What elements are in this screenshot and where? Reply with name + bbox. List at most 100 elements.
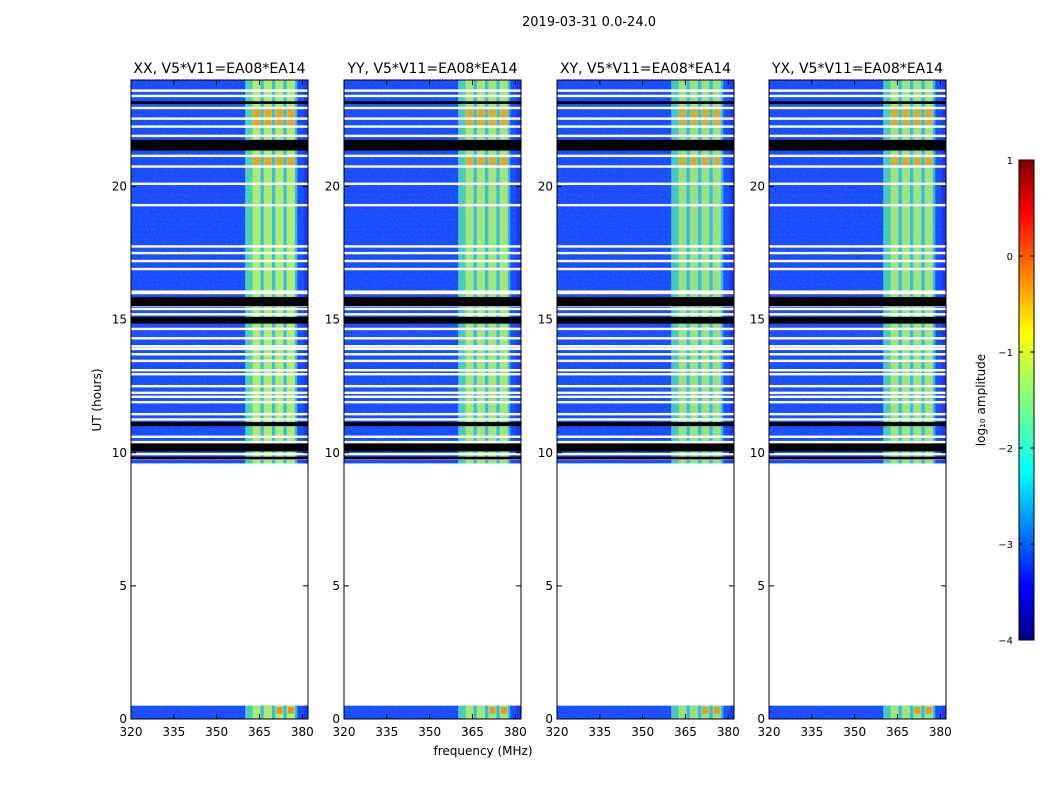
flagged-row — [131, 203, 308, 207]
rfi-gap — [898, 705, 902, 719]
y-tick-label: 5 — [119, 579, 127, 593]
hot-spot — [902, 157, 910, 166]
flagged-row — [344, 182, 521, 186]
flagged-row — [769, 94, 946, 98]
flagged-row — [557, 440, 734, 444]
flagged-row — [769, 345, 946, 348]
hot-spot — [690, 157, 698, 166]
rfi-channel — [712, 80, 721, 464]
panel-frame — [130, 79, 309, 720]
rfi-channel — [890, 80, 899, 464]
flagged-row — [131, 291, 308, 295]
y-tick-label: 0 — [545, 712, 553, 726]
rfi-channel — [701, 80, 710, 464]
rfi-gap — [921, 705, 924, 719]
flagged-row — [769, 452, 946, 456]
rfi-channel — [913, 80, 922, 464]
flagged-band — [131, 296, 308, 307]
flagged-row — [769, 165, 946, 168]
flagged-row — [557, 391, 734, 395]
hot-spot — [253, 157, 261, 166]
panel-4: YX, V5*V11=EA08*EA14 320 335 350 365 380 0 5 10 1… — [750, 61, 952, 739]
hot-spot — [913, 106, 921, 126]
x-tick-label: 380 — [717, 725, 740, 739]
flagged-row — [131, 154, 308, 158]
hot-spot — [488, 106, 496, 126]
rfi-gap — [272, 80, 275, 464]
flagged-band — [131, 101, 308, 104]
hot-spot — [488, 157, 496, 166]
hot-spot — [489, 707, 496, 714]
flagged-row — [769, 134, 946, 138]
x-tick-label: 335 — [375, 725, 398, 739]
flagged-row — [131, 290, 308, 293]
x-tick-label: 335 — [800, 725, 823, 739]
flagged-row — [344, 291, 521, 295]
flagged-row — [769, 369, 946, 372]
flagged-row — [769, 440, 946, 444]
panel-frame — [768, 79, 947, 720]
flagged-row — [131, 353, 308, 356]
hot-spot — [702, 707, 709, 714]
rfi-channel — [264, 80, 273, 464]
rfi-channel — [477, 705, 486, 719]
x-tick-label: 335 — [588, 725, 611, 739]
flagged-row — [131, 182, 308, 186]
flagged-band — [131, 456, 308, 460]
flagged-row — [769, 203, 946, 207]
flagged-row — [344, 251, 521, 255]
x-tick-label: 350 — [631, 725, 654, 739]
panel-frame — [556, 79, 735, 720]
hot-spot — [500, 707, 507, 714]
flagged-row — [131, 125, 308, 128]
rfi-channel — [465, 80, 474, 464]
flagged-row — [344, 412, 521, 416]
rfi-gap — [686, 80, 690, 464]
rfi-gap — [686, 705, 690, 719]
y-tick-label: 5 — [332, 579, 340, 593]
hot-spot — [891, 157, 899, 166]
flagged-row — [557, 182, 734, 186]
edge-band — [303, 80, 308, 464]
rfi-channel — [275, 80, 284, 464]
panel-title: YY, V5*V11=EA08*EA14 — [346, 61, 517, 77]
x-tick-label: 365 — [674, 725, 697, 739]
hot-spot — [679, 106, 687, 126]
hot-spot — [925, 157, 933, 166]
flagged-row — [769, 435, 946, 438]
flagged-row — [557, 154, 734, 158]
rfi-gap — [910, 705, 913, 719]
flagged-row — [131, 106, 308, 110]
flagged-row — [131, 391, 308, 395]
panel-body — [131, 80, 308, 719]
hot-spot — [500, 157, 508, 166]
edge-band — [516, 80, 521, 464]
hot-spot — [466, 157, 474, 166]
flagged-row — [557, 435, 734, 438]
flagged-row — [557, 313, 734, 316]
flagged-row — [557, 395, 734, 399]
flagged-row — [769, 182, 946, 186]
y-tick-label: 10 — [750, 446, 765, 460]
rfi-channel — [477, 80, 486, 464]
flagged-row — [344, 94, 521, 98]
flagged-row — [557, 245, 734, 248]
flagged-row — [557, 89, 734, 92]
hot-spot — [287, 106, 295, 126]
flagged-row — [131, 251, 308, 255]
rfi-channel — [488, 80, 497, 464]
hot-spot — [902, 106, 910, 126]
flagged-row — [344, 440, 521, 444]
flagged-row — [769, 373, 946, 376]
edge-band — [941, 80, 946, 464]
rfi-channel — [252, 80, 261, 464]
flagged-row — [769, 89, 946, 92]
rfi-gap — [294, 705, 298, 719]
flagged-row — [344, 290, 521, 293]
rfi-gap — [485, 705, 488, 719]
flagged-row — [557, 106, 734, 110]
rfi-gap — [283, 705, 286, 719]
flagged-row — [557, 384, 734, 388]
flagged-band — [769, 422, 946, 427]
rfi-channel — [924, 80, 933, 464]
